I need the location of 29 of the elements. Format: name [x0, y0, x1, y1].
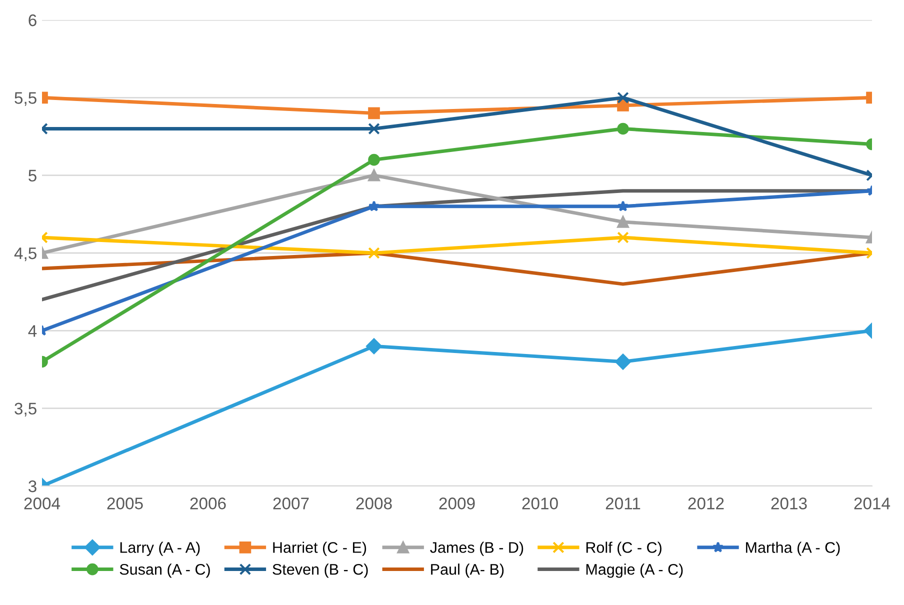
- y-tick-label: 4: [28, 325, 37, 337]
- legend-label: Maggie (A - C): [586, 564, 683, 578]
- legend-label: Rolf (C - C): [586, 542, 662, 556]
- x-tick-label: 2004: [24, 498, 60, 510]
- x-tick-label: 2005: [107, 498, 143, 510]
- point: [366, 338, 382, 354]
- legend-label: Paul (A- B): [431, 564, 504, 578]
- y-tick-label: 6: [28, 14, 36, 26]
- legend-label: Martha (A - C): [746, 542, 840, 556]
- y-tick-label: 5: [28, 170, 36, 182]
- x-tick-label: 2009: [439, 498, 475, 510]
- x-tick-label: 2014: [854, 498, 890, 510]
- y-tick-label: 3,5: [14, 402, 36, 417]
- x-tick-label: 2006: [190, 498, 226, 510]
- legend-label: Harriet (C - E): [273, 542, 366, 556]
- x-tick-label: 2013: [771, 498, 807, 510]
- legend-label: James (B - D): [430, 542, 524, 556]
- y-tick-label: 5,5: [14, 92, 36, 106]
- point: [615, 354, 631, 370]
- legend-label: Larry (A - A): [120, 542, 200, 556]
- x-tick-label: 2008: [356, 498, 392, 510]
- x-tick-label: 2010: [522, 498, 558, 510]
- legend-label: Steven (B - C): [272, 564, 368, 578]
- y-tick-label: 4,5: [14, 248, 36, 262]
- x-tick-label: 2011: [606, 498, 640, 510]
- y-tick-label: 3: [28, 480, 36, 492]
- legend-label: Susan (A - C): [120, 564, 210, 578]
- x-tick-label: 2012: [688, 498, 724, 510]
- x-tick-label: 2007: [273, 498, 309, 510]
